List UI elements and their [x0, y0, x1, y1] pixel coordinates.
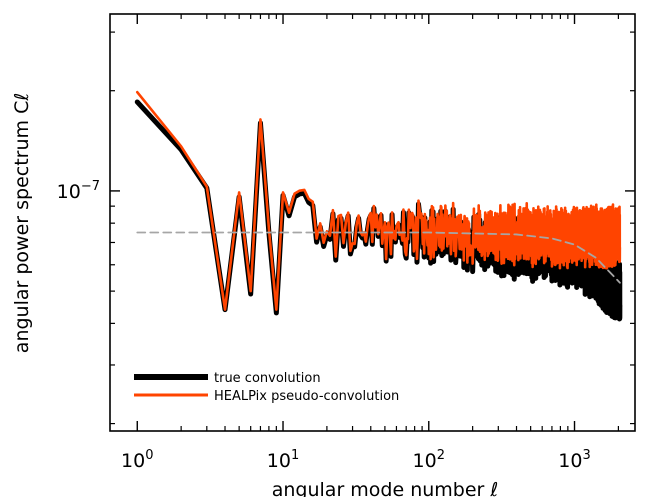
x-tick-label: 102 [413, 448, 445, 472]
series-layer [134, 90, 623, 322]
legend: true convolution HEALPix pseudo-convolut… [134, 371, 399, 404]
series-line-1 [135, 90, 622, 311]
x-axis-label: angular mode number ℓ [272, 479, 499, 497]
legend-label-true-convolution: true convolution [214, 371, 321, 386]
legend-label-healpix: HEALPix pseudo-convolution [214, 389, 399, 404]
x-tick-label: 101 [267, 448, 299, 472]
y-axis-label: angular power spectrum Cℓ [11, 93, 33, 353]
x-tick-label: 103 [558, 448, 590, 472]
y-tick-label: 10−7 [57, 179, 100, 203]
ticks-layer: 100 101 102 103 10−7 [57, 14, 635, 472]
x-tick-label: 100 [121, 448, 153, 472]
series-line-2 [136, 231, 621, 284]
plot-frame [109, 13, 636, 432]
